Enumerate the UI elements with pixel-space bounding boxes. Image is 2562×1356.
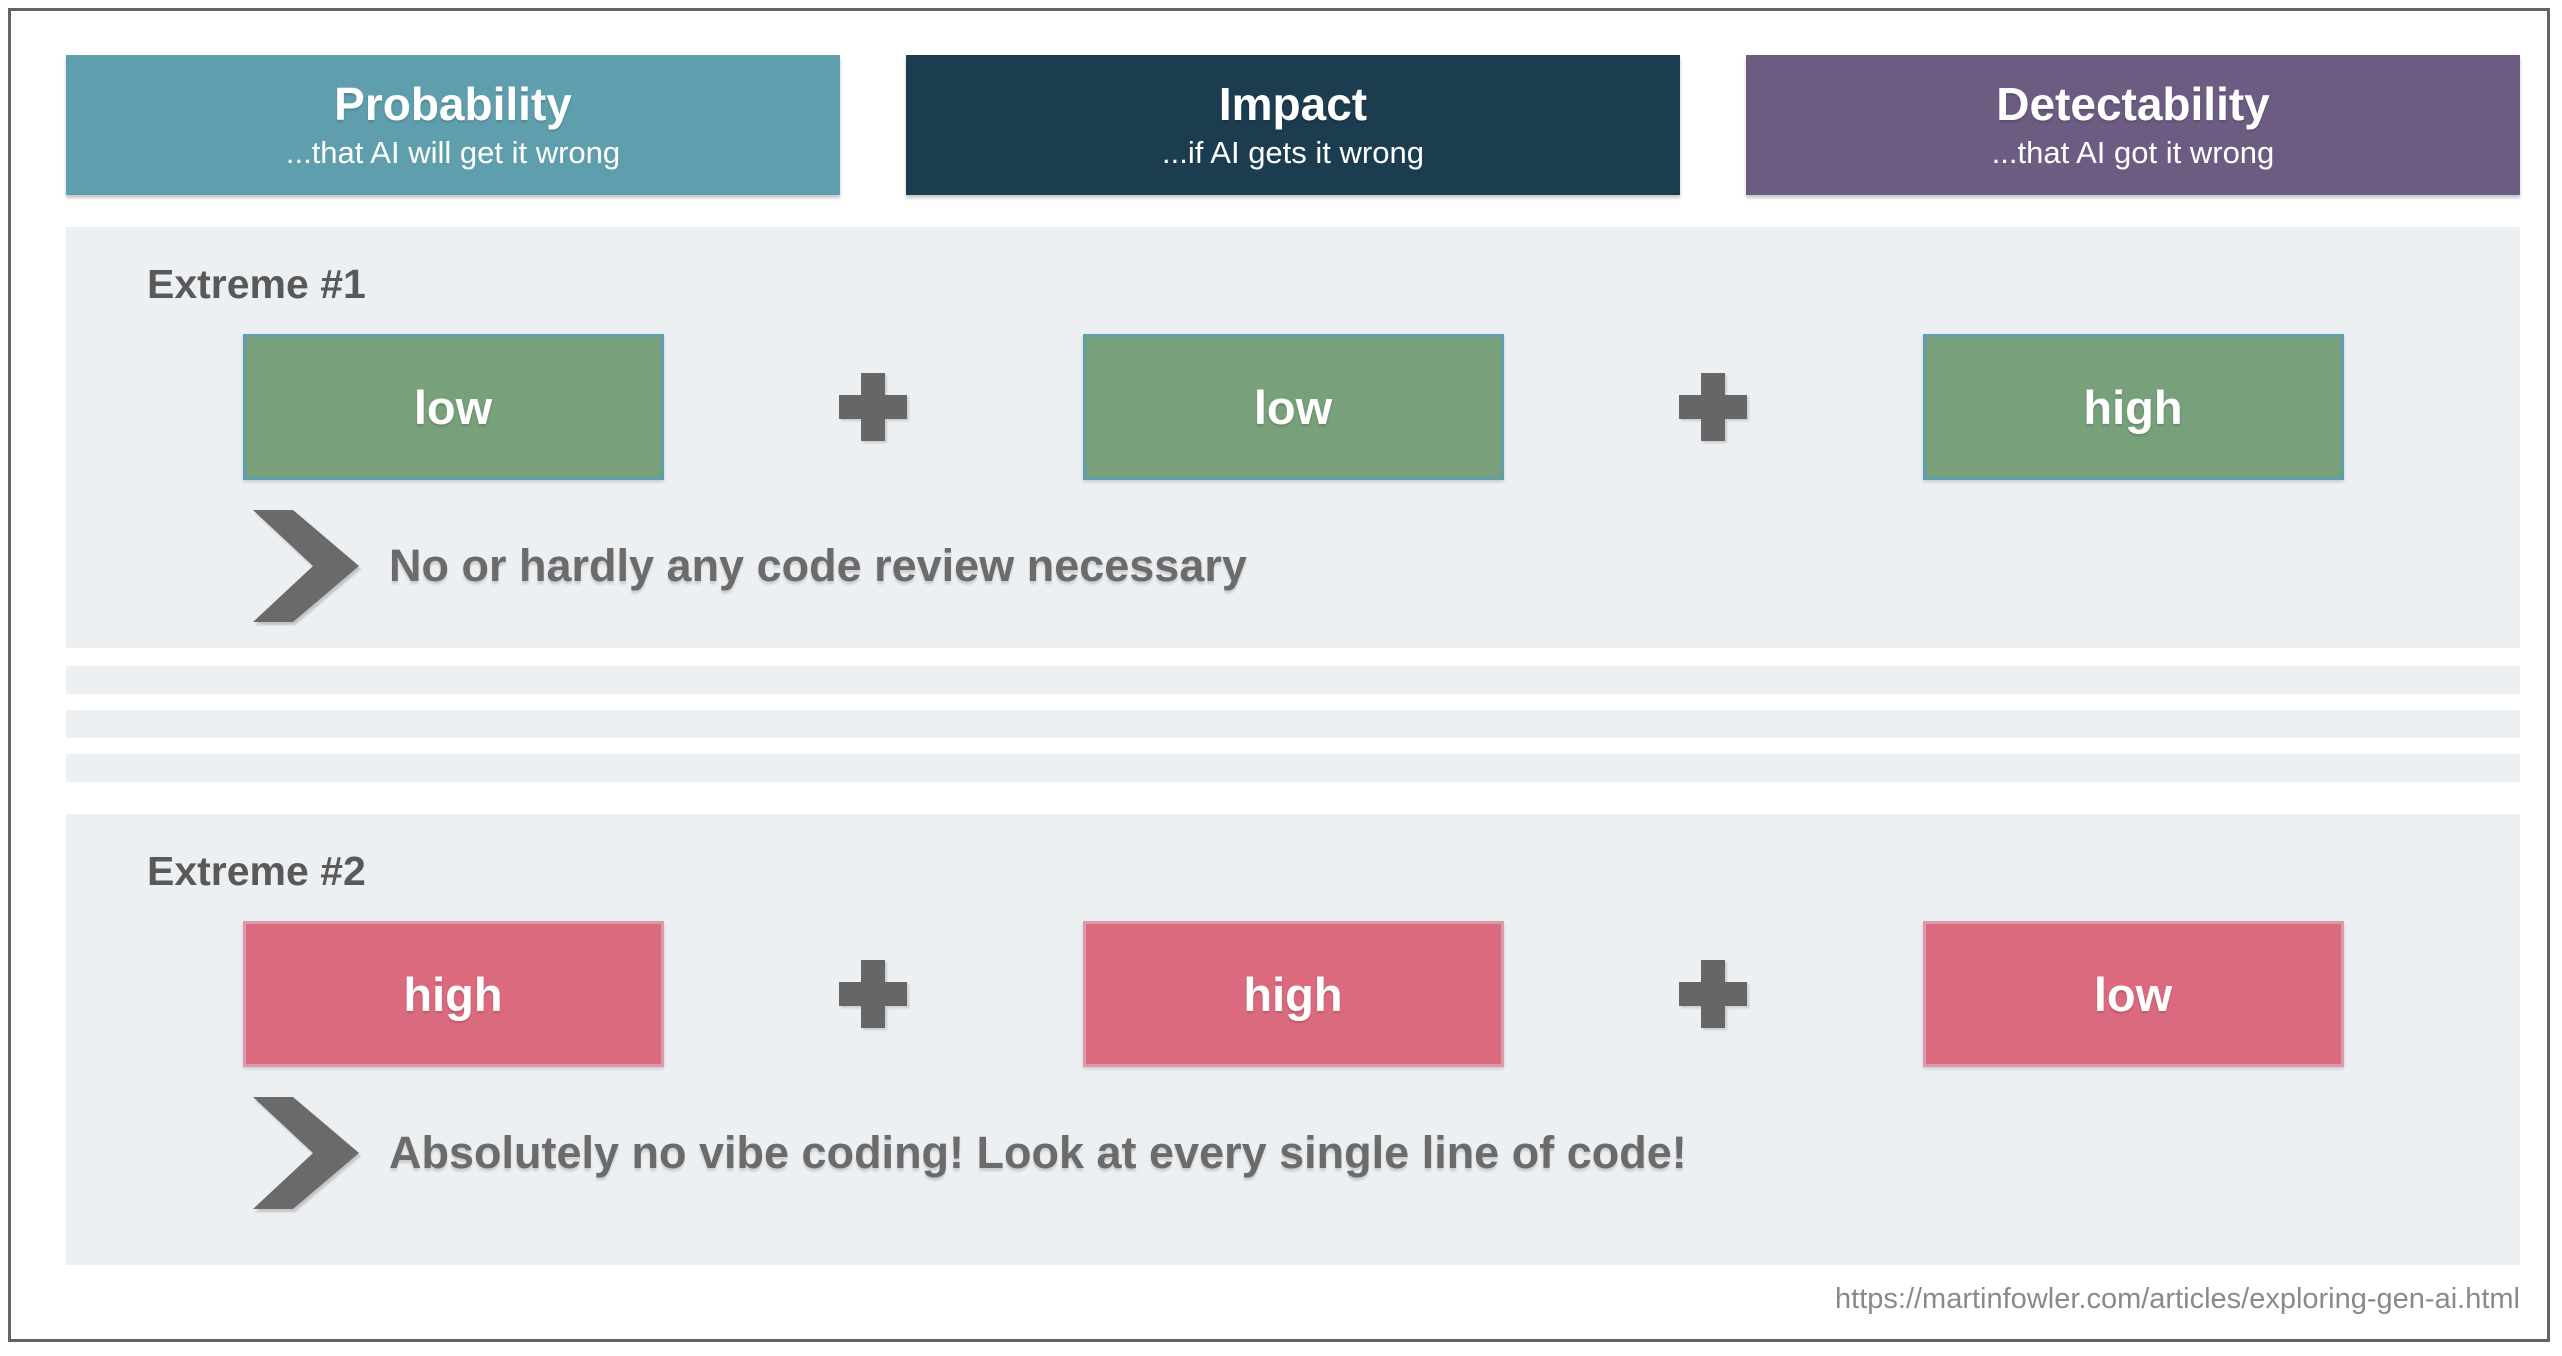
source-url: https://martinfowler.com/articles/explor…	[1835, 1283, 2520, 1316]
chevron-right-icon	[253, 1097, 359, 1210]
chevron-right-icon	[253, 510, 359, 623]
header-subtitle: ...that AI got it wrong	[1991, 135, 2275, 171]
extreme-2-panel: Extreme #2 high high low	[66, 814, 2520, 1266]
extreme-1-panel: Extreme #1 low low high	[66, 227, 2520, 649]
header-title: Impact	[1218, 77, 1368, 130]
level-box-detectability: high	[1922, 334, 2344, 481]
plus-icon	[1679, 373, 1747, 442]
plus-icon	[839, 373, 907, 442]
stripe-divider	[66, 754, 2520, 783]
extreme-1-conclusion-row: No or hardly any code review necessary	[253, 510, 2520, 623]
plus-icon	[1679, 960, 1747, 1029]
extreme-1-boxes-row: low low high	[66, 334, 2520, 481]
stripe-divider	[66, 666, 2520, 695]
level-box-detectability: low	[1922, 921, 2344, 1068]
extreme-2-boxes-row: high high low	[66, 921, 2520, 1068]
extreme-2-label: Extreme #2	[147, 848, 366, 895]
header-title: Detectability	[1996, 77, 2270, 130]
extreme-2-conclusion-row: Absolutely no vibe coding! Look at every…	[253, 1097, 2520, 1210]
figure-frame: Probability ...that AI will get it wrong…	[8, 8, 2550, 1342]
footer: https://martinfowler.com/articles/explor…	[66, 1283, 2520, 1316]
level-box-probability: low	[242, 334, 664, 481]
header-title: Probability	[334, 77, 572, 130]
level-box-probability: high	[242, 921, 664, 1068]
header-impact: Impact ...if AI gets it wrong	[906, 55, 1680, 195]
level-box-impact: high	[1082, 921, 1504, 1068]
extreme-1-label: Extreme #1	[147, 261, 366, 307]
header-probability: Probability ...that AI will get it wrong	[66, 55, 840, 195]
stripe-divider	[66, 710, 2520, 739]
level-box-impact: low	[1082, 334, 1504, 481]
figure-content: Probability ...that AI will get it wrong…	[11, 11, 2547, 1339]
header-subtitle: ...that AI will get it wrong	[285, 135, 621, 171]
header-detectability: Detectability ...that AI got it wrong	[1746, 55, 2520, 195]
conclusion-text: Absolutely no vibe coding! Look at every…	[389, 1127, 1687, 1179]
conclusion-text: No or hardly any code review necessary	[389, 540, 1247, 592]
header-subtitle: ...if AI gets it wrong	[1162, 135, 1424, 171]
column-headers: Probability ...that AI will get it wrong…	[66, 55, 2520, 195]
panel-divider	[66, 666, 2520, 783]
plus-icon	[839, 960, 907, 1029]
